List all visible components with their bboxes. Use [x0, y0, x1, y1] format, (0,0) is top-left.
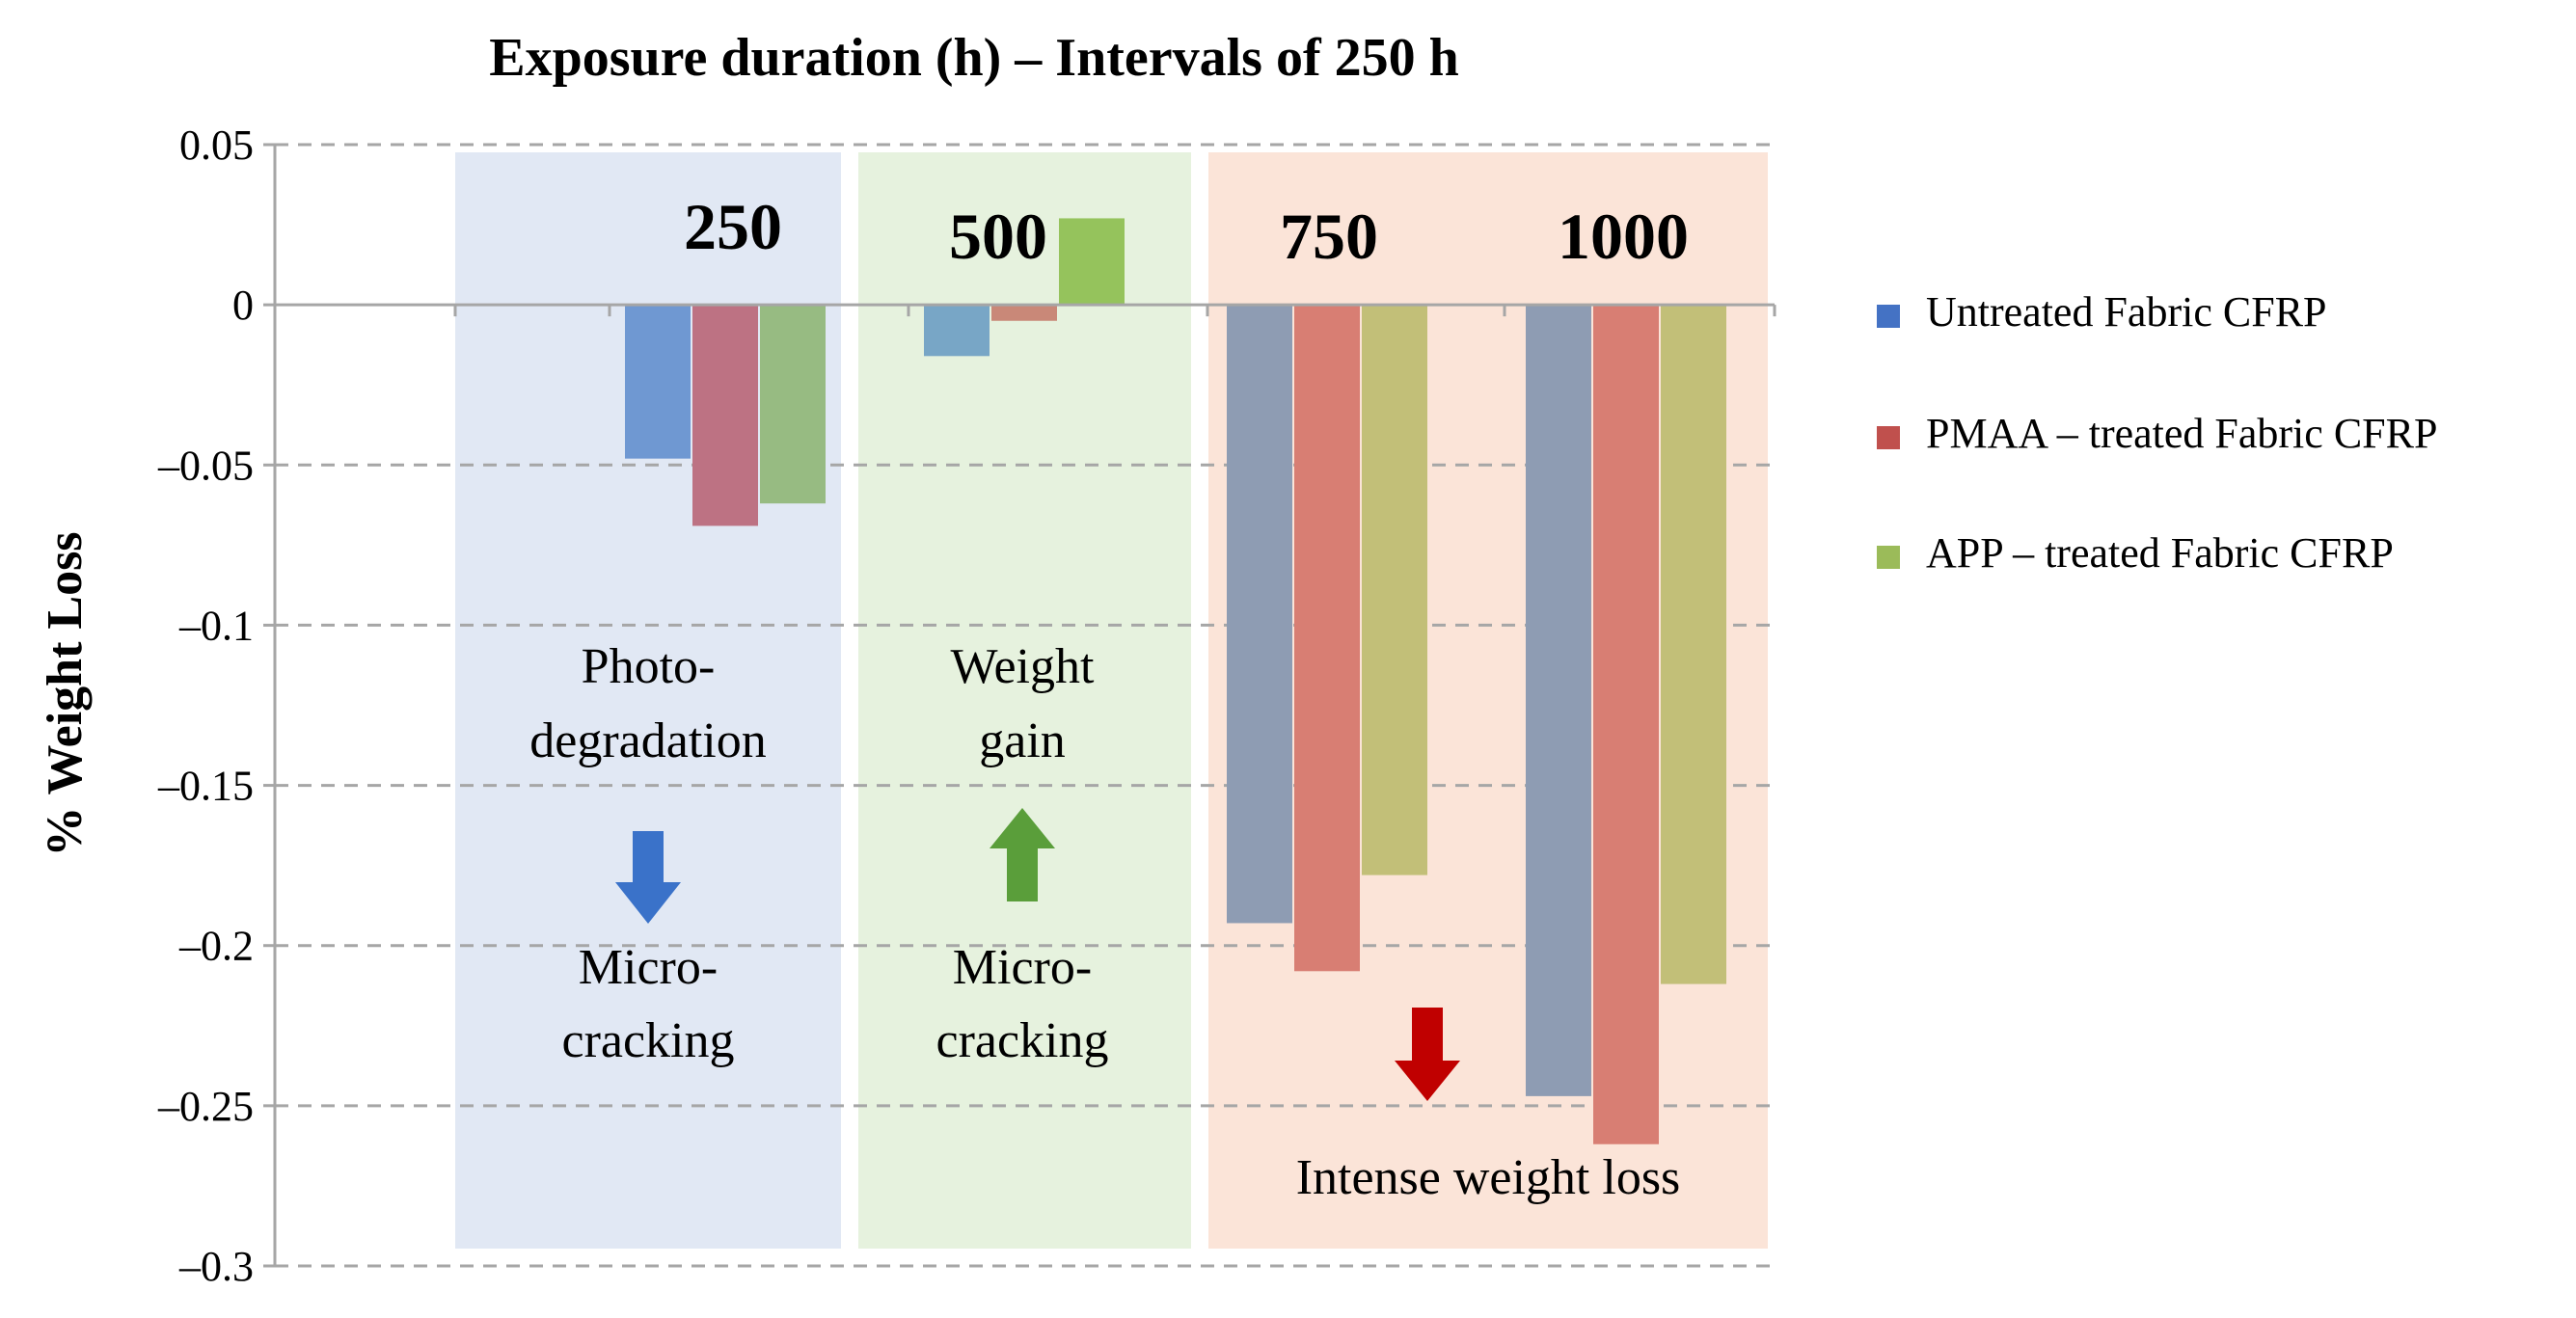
annotation-below-photodegradation: Micro-cracking: [561, 940, 734, 1068]
y-tick-label: –0.2: [178, 923, 254, 970]
bar-500-series-1: [924, 305, 990, 357]
legend-swatch-series-1: [1877, 305, 1900, 328]
legend-swatch-series-3: [1877, 546, 1900, 569]
bar-1000-series-1: [1526, 305, 1591, 1096]
annotation-below-weight-gain: Micro-cracking: [935, 940, 1108, 1068]
y-tick-label: 0: [232, 282, 254, 329]
region-weight-gain: [858, 152, 1191, 1249]
y-tick-label: 0.05: [179, 121, 254, 169]
category-label-250: 250: [684, 190, 782, 263]
bar-750-series-2: [1294, 305, 1360, 972]
bar-250-series-2: [692, 305, 758, 526]
annotation-above-photodegradation: Photo-degradation: [529, 639, 766, 768]
bar-250-series-3: [760, 305, 826, 504]
arrow-up-icon: [990, 808, 1055, 901]
legend-swatch-series-2: [1877, 426, 1900, 449]
annotation-above-weight-gain: Weight gain: [951, 639, 1095, 768]
y-tick-label: –0.15: [157, 763, 254, 810]
bar-250-series-1: [625, 305, 691, 459]
legend-label-series-1: Untreated Fabric CFRP: [1926, 288, 2327, 336]
category-label-1000: 1000: [1558, 200, 1689, 273]
bar-750-series-1: [1227, 305, 1292, 924]
y-tick-label: –0.3: [178, 1243, 254, 1290]
chart-title: Exposure duration (h) – Intervals of 250…: [489, 28, 1459, 88]
legend-label-series-2: PMAA – treated Fabric CFRP: [1926, 410, 2437, 457]
category-label-750: 750: [1280, 200, 1378, 273]
bar-1000-series-2: [1593, 305, 1659, 1144]
annotation-below-intense-loss: Intense weight loss: [1296, 1150, 1681, 1205]
arrow-down-icon: [615, 831, 681, 924]
y-tick-label: –0.05: [157, 442, 254, 489]
category-label-500: 500: [949, 200, 1047, 273]
bar-500-series-3: [1059, 218, 1125, 306]
y-tick-label: –0.25: [157, 1083, 254, 1130]
y-axis-label: % Weight Loss: [38, 531, 93, 856]
legend-label-series-3: APP – treated Fabric CFRP: [1926, 529, 2394, 577]
bar-1000-series-3: [1661, 305, 1726, 984]
y-tick-label: –0.1: [178, 602, 254, 649]
arrow-down-icon: [1395, 1008, 1460, 1101]
bar-750-series-3: [1362, 305, 1427, 875]
bar-500-series-2: [991, 305, 1057, 321]
